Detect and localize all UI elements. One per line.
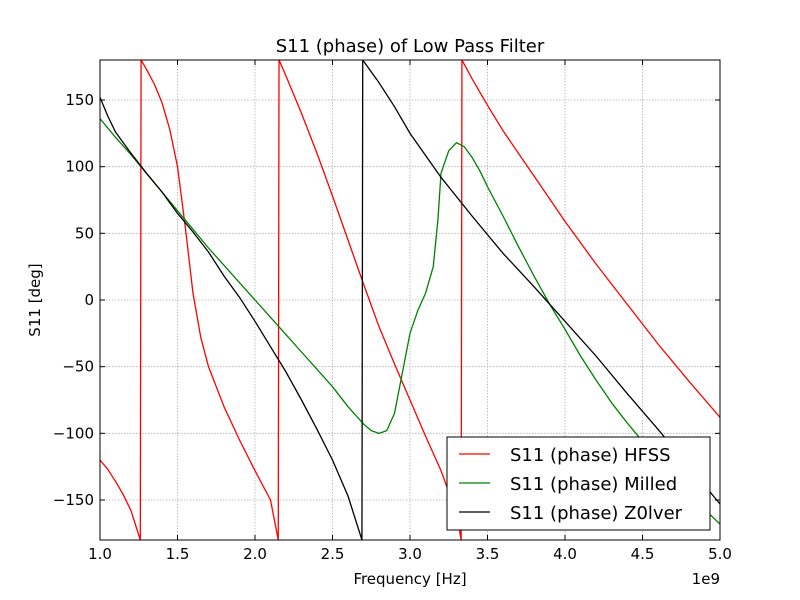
chart-title: S11 (phase) of Low Pass Filter (276, 36, 545, 57)
x-tick-label: 4.5 (631, 545, 655, 563)
y-tick-label: −50 (62, 358, 94, 376)
x-axis-label: Frequency [Hz] (353, 570, 466, 588)
y-tick-label: 150 (65, 91, 94, 109)
y-tick-label: 50 (75, 224, 94, 242)
series-line-0 (100, 60, 720, 540)
ticks (99, 60, 721, 540)
y-axis-label: S11 [deg] (26, 263, 44, 336)
legend-entry: S11 (phase) Milled (510, 474, 677, 495)
y-tick-label: −100 (53, 424, 94, 442)
legend-entry: S11 (phase) Z0lver (510, 503, 683, 524)
tick-labels: 1.0 1.5 2.0 2.5 3.0 3.5 4.0 4.5 5.0 150 100 50 0 −50 −… (53, 91, 732, 563)
x-tick-label: 3.0 (398, 545, 422, 563)
y-tick-label: 0 (84, 291, 94, 309)
series-layer (100, 60, 720, 540)
x-tick-label: 3.5 (476, 545, 500, 563)
y-tick-label: 100 (65, 158, 94, 176)
legend-box (446, 436, 711, 531)
x-tick-label: 1.0 (88, 545, 112, 563)
x-scale-label: 1e9 (692, 570, 720, 588)
legend: S11 (phase) HFSS S11 (phase) Milled S11 (p… (446, 436, 711, 531)
x-tick-label: 5.0 (708, 545, 732, 563)
y-tick-label: −150 (53, 491, 94, 509)
series-line-1 (100, 118, 720, 525)
x-tick-label: 1.5 (166, 545, 190, 563)
legend-entry: S11 (phase) HFSS (510, 445, 671, 466)
x-tick-label: 4.0 (553, 545, 577, 563)
x-tick-label: 2.5 (321, 545, 345, 563)
x-tick-label: 2.0 (243, 545, 267, 563)
series-line-2 (100, 60, 720, 540)
